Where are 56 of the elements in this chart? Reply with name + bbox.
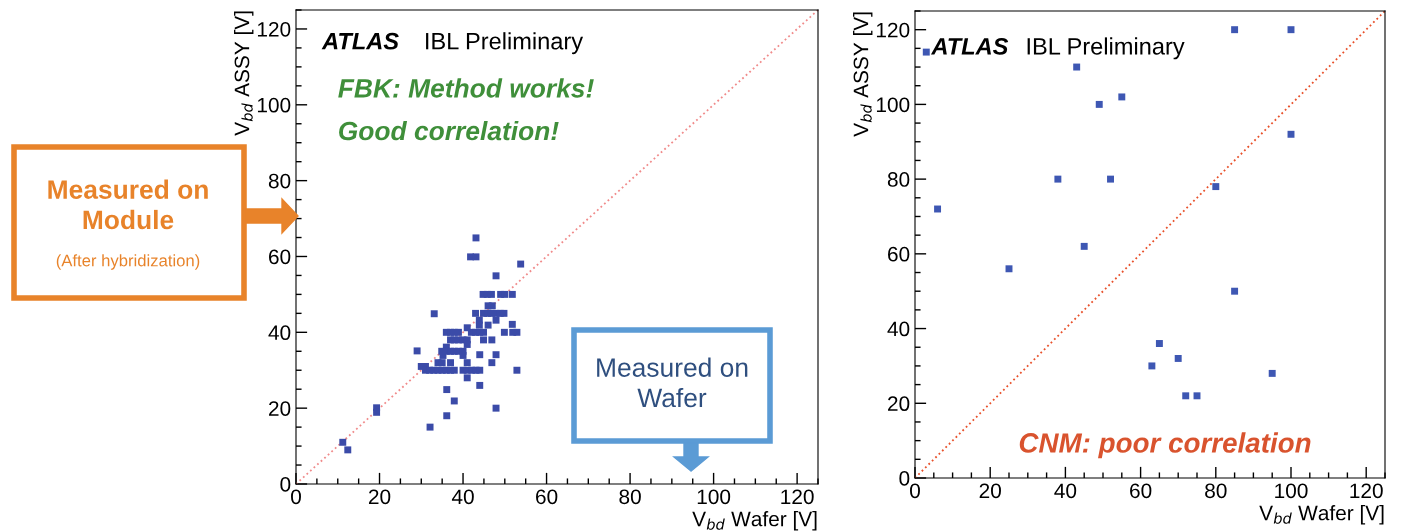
point [1231,287,1239,295]
annotation: CNM: poor correlation [1019,432,1311,459]
y-tick-label: 120 [876,22,910,38]
point [1080,242,1088,250]
annotation: Measured on Wafer [597,357,748,408]
x-axis-title: V$_{bd}$ Wafer [V] [1259,505,1384,525]
y-tick-label: 40 [887,321,910,337]
y-tick-label: 20 [888,396,910,412]
x-tick-label: 20 [979,483,1001,499]
y-tick-label: 100 [257,97,291,113]
text: (After hybridization) [56,254,200,270]
point [1268,369,1276,377]
point [1212,183,1220,191]
x-tick-label: 100 [697,489,731,505]
y-tick-label: 40 [268,325,291,341]
y-tick-label: 60 [269,249,291,265]
x-tick-label: 80 [1205,483,1227,499]
x-axis-title: V$_{bd}$ Wafer [V] [692,511,817,531]
point [1148,362,1156,370]
x-tick-label: 120 [781,489,814,505]
x-tick-label: 20 [368,489,391,505]
y-tick-label: 100 [876,97,910,113]
annotation: FBK: Method works! [338,78,594,98]
y-tick-label: 80 [887,172,910,187]
x-tick-label: 100 [1275,483,1308,499]
y-axis-title: V$_{bd}$ ASSY [V] [234,11,254,136]
y-tick-label: 60 [888,246,910,262]
annotation: ATLAS [321,32,399,50]
point [1095,100,1103,108]
annotation: IBL Preliminary [426,32,584,55]
point [1054,175,1062,183]
x-tick-label: 60 [1130,483,1152,499]
x-tick-label: 60 [536,489,558,505]
x-tick-label: 80 [619,489,641,505]
point [1118,93,1126,101]
point [1073,63,1081,71]
annotation: Good correlation! [339,120,559,141]
y-tick-label: 20 [269,401,291,416]
x-tick-label: 120 [1350,483,1383,499]
point [1155,340,1163,347]
y-tick-label: 120 [257,21,291,37]
y-tick-label: 0 [899,471,910,486]
x-tick-label: 0 [910,483,920,499]
x-tick-label: 0 [291,489,301,505]
annotation: IBL Preliminary [1027,37,1185,60]
point [1182,392,1190,400]
point [1174,354,1182,362]
point [922,48,930,56]
x-tick-label: 40 [451,489,474,505]
text: Measured on Module [48,179,208,230]
x-tick-label: 40 [1054,483,1077,499]
point [1231,26,1239,34]
point [1107,175,1114,183]
y-axis-title: V$_{bd}$ ASSY [V] [853,12,873,137]
annotation: ATLAS [930,37,1009,55]
y-tick-label: 80 [268,173,291,189]
